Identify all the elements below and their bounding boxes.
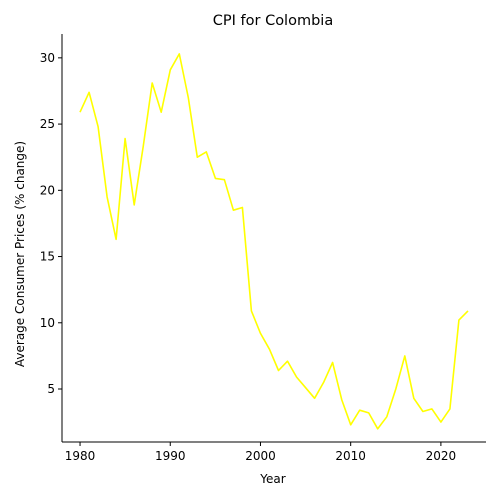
y-axis-label: Average Consumer Prices (% change): [13, 141, 27, 367]
y-tick-label: 20: [40, 183, 55, 197]
plot-area: 1980 1990 2000 2010 2020 5 10 15 20 25 30: [40, 34, 486, 463]
y-tick-label: 30: [40, 51, 55, 65]
cpi-series-line: [79, 53, 469, 430]
x-tick-label: 1990: [155, 449, 186, 463]
chart-title: CPI for Colombia: [213, 13, 333, 29]
y-tick-label: 5: [47, 382, 55, 396]
y-tick-label: 15: [40, 250, 55, 264]
x-tick-label: 2000: [245, 449, 276, 463]
y-tick-label: 25: [40, 117, 55, 131]
x-tick-label: 2020: [426, 449, 457, 463]
x-tick-label: 2010: [335, 449, 366, 463]
x-axis-label: Year: [259, 472, 285, 486]
x-tick-label: 1980: [65, 449, 96, 463]
y-tick-label: 10: [40, 316, 55, 330]
